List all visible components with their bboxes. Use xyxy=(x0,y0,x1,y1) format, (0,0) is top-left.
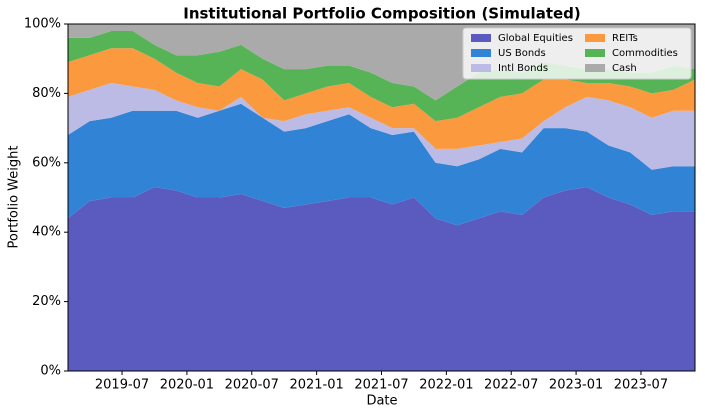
legend-swatch xyxy=(585,64,605,72)
legend: Global Equities US Bonds Intl Bonds REITs Co… xyxy=(462,27,692,80)
x-tick-label: 2021-07 xyxy=(354,378,408,393)
legend-label: Global Equities xyxy=(498,33,573,44)
x-tick-label: 2022-07 xyxy=(484,378,538,393)
legend-swatch xyxy=(585,34,605,42)
x-tick-label: 2023-01 xyxy=(549,378,603,393)
x-tick-label: 2023-07 xyxy=(614,378,668,393)
x-tick-label: 2020-01 xyxy=(160,378,214,393)
x-tick-label: 2019-07 xyxy=(95,378,149,393)
y-tick-label: 40% xyxy=(32,225,61,240)
y-axis-label: Portfolio Weight xyxy=(7,146,22,249)
area xyxy=(68,48,695,149)
y-tick-label: 0% xyxy=(40,364,61,379)
legend-box xyxy=(462,27,692,80)
chart-title: Institutional Portfolio Composition (Sim… xyxy=(183,5,581,23)
area xyxy=(68,82,695,170)
legend-swatch xyxy=(585,49,605,57)
y-tick-label: 60% xyxy=(32,155,61,170)
x-tick-label: 2020-07 xyxy=(225,378,279,393)
area xyxy=(68,103,695,226)
legend-label: US Bonds xyxy=(498,48,546,59)
area xyxy=(68,187,695,371)
legend-swatch xyxy=(471,34,491,42)
legend-swatch xyxy=(471,49,491,57)
legend-label: Commodities xyxy=(612,48,678,59)
y-tick-label: 20% xyxy=(32,294,61,309)
legend-swatch xyxy=(471,64,491,72)
legend-label: Cash xyxy=(612,63,637,74)
area xyxy=(68,30,695,122)
x-axis-label: Date xyxy=(366,394,397,409)
legend-label: REITs xyxy=(612,33,638,44)
y-tick-label: 80% xyxy=(32,86,61,101)
x-tick-label: 2022-01 xyxy=(419,378,473,393)
legend-label: Intl Bonds xyxy=(498,63,548,74)
x-tick-label: 2021-01 xyxy=(289,378,343,393)
y-tick-label: 100% xyxy=(24,17,61,32)
